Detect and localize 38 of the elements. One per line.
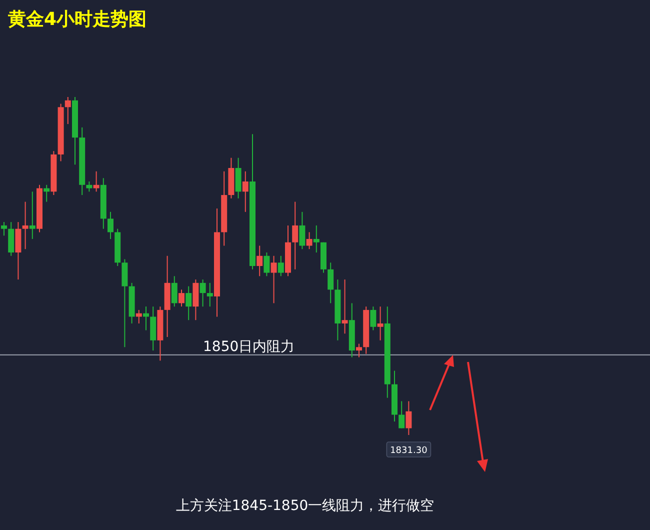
candlestick [328, 262, 334, 304]
candlestick [406, 400, 412, 436]
chart-title: 黄金4小时走势图 [7, 9, 147, 30]
ref-line-label: 1850日内阻力 [203, 338, 295, 355]
candlestick [299, 211, 306, 250]
candlestick [398, 400, 405, 429]
candlestick [370, 306, 376, 331]
candlestick [178, 289, 184, 308]
candlestick [292, 201, 298, 270]
candlestick [256, 245, 263, 277]
candlestick [150, 306, 156, 351]
candlestick [1, 222, 7, 236]
candlestick [342, 279, 348, 334]
candlestick [206, 282, 213, 308]
candlestick [22, 201, 28, 250]
candlestick [192, 279, 199, 321]
candlestick [200, 279, 206, 308]
candlestick [377, 306, 384, 341]
candlestick [64, 96, 71, 125]
candlestick [86, 181, 92, 192]
candlestick [278, 255, 284, 277]
candlestick [93, 170, 100, 192]
annotation: 1831.30 [390, 446, 428, 456]
candlestick [270, 255, 277, 304]
candlestick [356, 343, 362, 358]
candlestick [313, 224, 320, 253]
candlestick [235, 157, 242, 199]
candlestick [108, 211, 114, 240]
candlestick [306, 232, 312, 250]
text: 上方关注1845-1850一线阻力，进行做空 [176, 498, 434, 514]
candlestick [8, 222, 14, 256]
candlestick [242, 170, 248, 212]
candlestick [29, 191, 36, 240]
candlestick [15, 222, 22, 280]
candlestick [171, 276, 178, 308]
candlestick [186, 286, 192, 321]
candlestick [122, 258, 128, 348]
candlestick [264, 252, 270, 277]
